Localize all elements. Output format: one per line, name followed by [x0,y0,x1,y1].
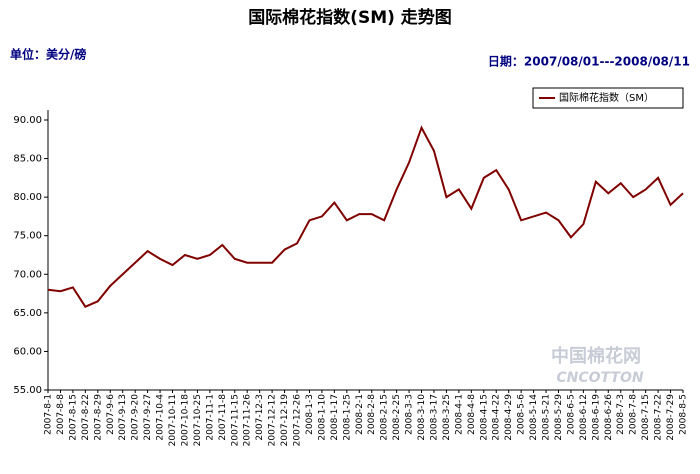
x-tick-label: 2007-11-26 [243,394,253,447]
x-tick-label: 2008-3-25 [442,394,452,441]
y-tick-label: 55.00 [13,385,42,396]
x-tick-label: 2008-3-10 [417,394,427,441]
x-tick-label: 2007-11-15 [230,394,240,446]
x-tick-label: 2007-8-15 [68,394,78,441]
x-tick-label: 2008-5-6 [517,394,527,435]
x-tick-label: 2008-5-29 [554,394,564,441]
x-tick-label: 2007-10-11 [168,394,178,446]
x-tick-label: 2007-8-29 [93,394,103,441]
x-tick-label: 2007-9-13 [118,394,128,441]
y-tick-label: 60.00 [13,346,42,357]
x-tick-label: 2008-1-10 [317,394,327,441]
x-tick-label: 2008-4-1 [454,394,464,435]
x-tick-label: 2008-7-3 [616,394,626,435]
x-tick-label: 2007-9-27 [143,394,153,441]
y-tick-label: 70.00 [13,269,42,280]
unit-label: 单位：美分/磅 [10,47,86,62]
x-tick-label: 2008-7-8 [629,394,639,435]
x-tick-label: 2007-12-12 [268,394,278,446]
x-tick-label: 2008-7-15 [641,394,651,441]
x-tick-label: 2007-9-6 [106,394,116,435]
y-tick-label: 65.00 [13,308,42,319]
date-range: 日期：2007/08/01---2008/08/11 [488,54,690,69]
x-tick-label: 2007-12-19 [280,394,290,447]
y-tick-label: 80.00 [13,192,42,203]
x-tick-label: 2008-4-15 [479,394,489,441]
x-tick-label: 2007-10-4 [156,394,166,441]
x-tick-label: 2007-8-22 [81,394,91,441]
x-tick-label: 2007-8-1 [44,394,54,435]
x-tick-label: 2007-12-26 [293,394,303,447]
legend-label: 国际棉花指数（SM） [559,91,654,104]
x-tick-label: 2008-2-15 [380,394,390,441]
chart-title: 国际棉花指数(SM) 走势图 [248,7,452,28]
legend-box [532,87,684,109]
x-tick-label: 2007-11-8 [218,394,228,441]
x-tick-label: 2008-6-26 [604,394,614,441]
data-line [47,125,684,308]
x-tick-label: 2008-6-5 [566,394,576,435]
x-tick-label: 2008-2-25 [392,394,402,441]
x-tick-label: 2007-10-18 [180,394,190,447]
x-tick-label: 2008-1-17 [330,394,340,441]
x-tick-label: 2008-4-8 [467,394,477,435]
x-tick-label: 2007-10-25 [193,394,203,446]
y-tick-label: 85.00 [13,154,42,165]
x-tick-label: 2008-2-1 [355,394,365,435]
x-tick-label: 2008-1-25 [342,394,352,441]
x-tick-label: 2008-6-19 [591,394,601,441]
x-tick-label: 2008-5-14 [529,394,539,441]
x-tick-label: 2008-7-29 [666,394,676,441]
watermark: 中国棉花网 [551,345,641,367]
x-tick-label: 2008-7-22 [654,394,664,441]
x-tick-label: 2008-3-17 [429,394,439,441]
x-tick-label: 2008-2-8 [367,394,377,435]
x-tick-label: 2007-11-1 [205,394,215,441]
x-tick-label: 2007-9-20 [131,394,141,441]
x-tick-label: 2007-8-8 [56,394,66,435]
x-tick-label: 2008-5-21 [542,394,552,441]
x-tick-label: 2008-3-3 [405,394,415,435]
x-tick-label: 2008-4-29 [504,394,514,441]
x-tick-label: 2007-12-3 [255,394,265,441]
y-tick-label: 90.00 [13,115,42,126]
y-tick-label: 75.00 [13,231,42,242]
x-tick-label: 2008-4-22 [492,394,502,441]
x-tick-label: 2008-6-12 [579,394,589,441]
watermark: CNCOTTON [556,370,643,386]
x-tick-label: 2008-1-3 [305,394,315,435]
x-tick-label: 2008-8-5 [679,394,689,435]
